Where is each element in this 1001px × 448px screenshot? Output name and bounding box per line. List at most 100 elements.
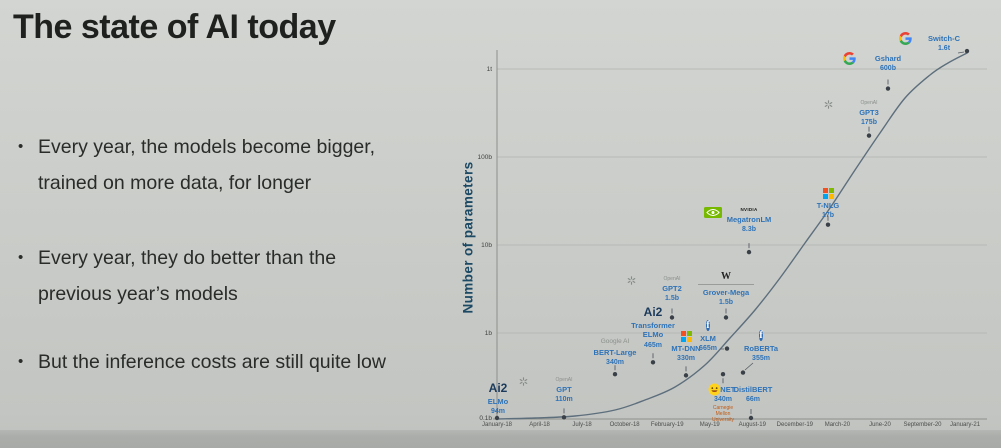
x-tick-october-18: October-18 [609,422,640,428]
openai-logo-icon [824,100,833,109]
model-size: 8.3b [741,225,756,233]
model-label-grover-mega: W Grover-Mega 1.5b [681,272,771,306]
openai-logo-icon [627,276,636,285]
model-label-mt-dnn: MT-DNN 330m [641,331,731,362]
model-label-switch-c: Switch-C 1.6t [899,32,989,52]
model-label-xlnet: XLNET 340m Carnegie Mellon University [678,383,768,423]
x-tick-may-19: May-19 [699,422,720,428]
model-dot-switch-c [964,48,970,54]
model-size: 600b [880,65,896,73]
google-logo-icon [899,32,912,45]
model-size: 1.6t [937,45,951,53]
y-tick-1t: 1t [486,65,492,73]
x-tick-january-21: January-21 [950,422,981,428]
model-name: ELMo [487,397,509,406]
model-dot-xlm [724,346,730,351]
nvidia-logo-icon [704,207,722,218]
model-label-gpt3: OpenAI GPT3 175b [824,100,914,126]
model-name: GPT3 [859,108,879,117]
x-tick-june-20: June-20 [869,422,891,428]
model-size: 110m [555,396,573,404]
model-label-t-nlg: T-NLG 17b [783,188,873,219]
facebook-logo-icon: f [706,320,710,331]
bottom-bar [0,430,1001,448]
parameters-chart: Ai2 ELMo 94m OpenAI GPT 110m Google AI BERT-Lar… [478,30,1001,442]
model-dot-mt-dnn [683,373,689,378]
openai-org-label: OpenAI [860,100,878,106]
model-dot-transformer-elmo [650,360,656,365]
model-label-elmo: Ai2 ELMo 94m [453,382,543,415]
microsoft-logo-icon [822,188,834,199]
model-dot-megatronlm [746,249,752,255]
bullet-text: Every year, the models become bigger, tra… [38,136,376,194]
openai-org-label: OpenAI [555,377,573,383]
ai2-org-label: Ai2 [488,381,508,395]
openai-org-label: OpenAI [663,276,681,282]
model-dot-grover-mega [723,315,729,320]
model-size: 340m [606,358,624,366]
bullet-item-2: • Every year, they do better than the prev… [18,240,336,312]
model-name: GPT2 [662,284,682,293]
openai-logo-icon [519,377,528,386]
x-tick-september-20: September-20 [903,422,942,428]
uw-logo-icon: W [721,271,731,282]
model-name: T-NLG [816,201,840,210]
model-dot-gpt2 [669,315,675,320]
slide-title: The state of AI today [13,8,336,46]
model-name: BERT-Large [593,347,637,357]
model-size: 665m [699,345,717,353]
model-size: 175b [861,119,877,127]
model-name: GPT [556,385,572,394]
bullet-item-3: • But the inference costs are still quite… [18,344,386,380]
model-label-distilbert: DistilBERT 66m [708,383,798,403]
model-dot-roberta [740,370,746,375]
model-dot-gshard [885,86,891,91]
leader-line-roberta [744,362,754,371]
model-label-bert-large: Google AI BERT-Large 340m [570,338,660,366]
model-label-gpt: OpenAI GPT 110m [519,377,609,403]
x-tick-march-20: March-20 [824,422,851,428]
model-dot-gpt [561,415,567,420]
model-size: 17b [821,212,835,220]
model-size: 1.5b [718,299,733,307]
model-label-roberta: f RoBERTa 355m [716,326,806,362]
model-name: XLNET [710,385,736,394]
model-name: MegatronLM [726,214,772,224]
model-size: 1.5b [664,295,679,303]
model-size: 465m [644,341,662,349]
bullet-text: But the inference costs are still quite … [38,351,386,373]
model-name: Transformer ELMo [631,321,675,340]
model-label-transformer-elmo: Ai2 Transformer ELMo 465m [608,306,698,349]
ai2-org-label: Ai2 [643,305,663,319]
x-tick-january-18: January-18 [481,422,513,428]
model-name: Gshard [874,54,902,63]
model-dot-distilbert [748,415,754,421]
bullet-marker: • [18,249,24,266]
x-tick-july-18: July-18 [572,422,592,428]
model-label-gpt2: OpenAI GPT2 1.5b [627,276,717,302]
model-size: 340m [714,396,732,404]
model-size: 355m [752,355,770,363]
uw-logo-underline [698,284,754,285]
model-name: RoBERTa [743,344,779,353]
google-logo-icon [843,52,856,65]
x-tick-february-19: February-19 [650,422,684,428]
bullet-marker: • [18,353,24,370]
y-tick-0.1b: 0.1b [479,414,492,422]
microsoft-logo-icon [680,331,692,342]
y-axis-title: Number of parameters [460,161,476,314]
bullet-item-1: • Every year, the models become bigger, tr… [18,129,375,201]
x-tick-december-19: December-19 [776,422,814,428]
bullet-marker: • [18,138,24,155]
model-label-gshard: Gshard 600b [843,52,933,72]
model-dot-t-nlg [825,222,831,227]
model-name: MT-DNN [671,344,701,353]
model-name: XLM [700,334,716,343]
model-label-xlm: f XLM 665m [663,316,753,352]
huggingface-logo-icon [708,383,721,396]
model-size: 66m [745,396,760,404]
trend-curve [496,52,968,420]
y-tick-10b: 10b [481,241,492,249]
x-tick-august-19: August-19 [738,422,766,428]
